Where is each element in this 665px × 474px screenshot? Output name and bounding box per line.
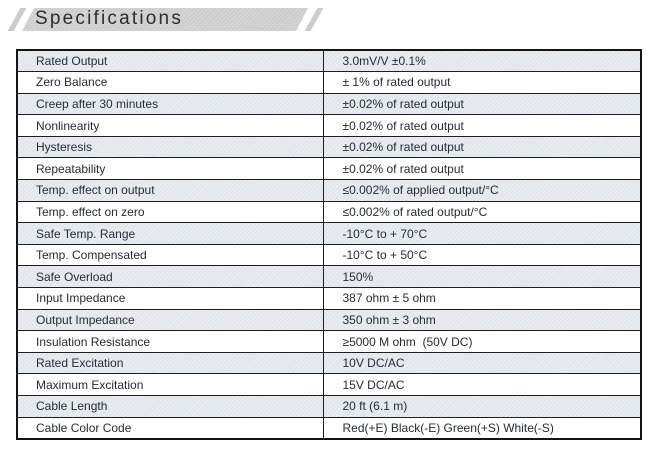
spec-label: Zero Balance bbox=[16, 71, 324, 94]
spec-value: 3.0mV/V ±0.1% bbox=[322, 49, 642, 73]
spec-label: Temp. Compensated bbox=[16, 243, 324, 267]
spec-value: 150% bbox=[322, 265, 642, 289]
spec-label: Rated Output bbox=[16, 49, 324, 73]
spec-label: Maximum Excitation bbox=[16, 373, 324, 396]
table-row: Output Impedance 350 ohm ± 3 ohm bbox=[16, 308, 642, 332]
spec-value: ≤0.002% of rated output/°C bbox=[322, 200, 642, 224]
spec-label: Hysteresis bbox=[16, 135, 324, 159]
table-row: Insulation Resistance ≥5000 M ohm (50V DC… bbox=[16, 330, 642, 353]
spec-label: Temp. effect on output bbox=[16, 179, 324, 202]
page-title: Specifications bbox=[35, 8, 184, 29]
table-row: Rated Output 3.0mV/V ±0.1% bbox=[16, 49, 642, 73]
spec-label: Cable Length bbox=[16, 395, 324, 418]
table-row: Cable Color Code Red(+E) Black(-E) Green(… bbox=[16, 416, 642, 440]
spec-label: Safe Temp. Range bbox=[16, 222, 324, 245]
spec-value: ±0.02% of rated output bbox=[322, 157, 642, 181]
table-row: Maximum Excitation 15V DC/AC bbox=[16, 373, 642, 396]
spec-label: Cable Color Code bbox=[16, 416, 324, 440]
table-row: Zero Balance ± 1% of rated output bbox=[16, 71, 642, 94]
spec-value: 350 ohm ± 3 ohm bbox=[322, 308, 642, 332]
spec-label: Safe Overload bbox=[16, 265, 324, 289]
section-header: Specifications bbox=[7, 8, 324, 31]
spec-label: Insulation Resistance bbox=[16, 330, 324, 353]
header-band-sliver-left bbox=[7, 8, 27, 31]
table-row: Temp. Compensated -10°C to + 50°C bbox=[16, 243, 642, 267]
spec-value: 387 ohm ± 5 ohm bbox=[322, 287, 642, 310]
table-row: Nonlinearity ±0.02% of rated output bbox=[16, 114, 642, 137]
spec-value: Red(+E) Black(-E) Green(+S) White(-S) bbox=[322, 416, 642, 440]
header-band: Specifications bbox=[22, 8, 308, 31]
table-row: Safe Temp. Range -10°C to + 70°C bbox=[16, 222, 642, 245]
table-row: Temp. effect on output ≤0.002% of applied… bbox=[16, 179, 642, 202]
spec-value: ± 1% of rated output bbox=[322, 71, 642, 94]
table-row: Creep after 30 minutes ±0.02% of rated ou… bbox=[16, 92, 642, 116]
spec-value: ±0.02% of rated output bbox=[322, 92, 642, 116]
spec-value: ±0.02% of rated output bbox=[322, 114, 642, 137]
table-row: Cable Length 20 ft (6.1 m) bbox=[16, 395, 642, 418]
spec-label: Nonlinearity bbox=[16, 114, 324, 137]
spec-value: ≥5000 M ohm (50V DC) bbox=[322, 330, 642, 353]
header-band-sliver-right bbox=[304, 8, 324, 31]
spec-label: Output Impedance bbox=[16, 308, 324, 332]
table-row: Repeatability ±0.02% of rated output bbox=[16, 157, 642, 181]
spec-value: -10°C to + 70°C bbox=[322, 222, 642, 245]
table-row: Temp. effect on zero ≤0.002% of rated out… bbox=[16, 200, 642, 224]
spec-value: ±0.02% of rated output bbox=[322, 135, 642, 159]
spec-value: 10V DC/AC bbox=[322, 351, 642, 375]
spec-value: 20 ft (6.1 m) bbox=[322, 395, 642, 418]
table-row: Input Impedance 387 ohm ± 5 ohm bbox=[16, 287, 642, 310]
table-row: Hysteresis ±0.02% of rated output bbox=[16, 135, 642, 159]
spec-label: Repeatability bbox=[16, 157, 324, 181]
spec-label: Rated Excitation bbox=[16, 351, 324, 375]
spec-value: 15V DC/AC bbox=[322, 373, 642, 396]
specifications-table: Rated Output 3.0mV/V ±0.1% Zero Balance ± 1… bbox=[16, 49, 642, 440]
table-row: Safe Overload 150% bbox=[16, 265, 642, 289]
table-row: Rated Excitation 10V DC/AC bbox=[16, 351, 642, 375]
spec-label: Input Impedance bbox=[16, 287, 324, 310]
spec-label: Temp. effect on zero bbox=[16, 200, 324, 224]
spec-value: -10°C to + 50°C bbox=[322, 243, 642, 267]
spec-label: Creep after 30 minutes bbox=[16, 92, 324, 116]
spec-value: ≤0.002% of applied output/°C bbox=[322, 179, 642, 202]
